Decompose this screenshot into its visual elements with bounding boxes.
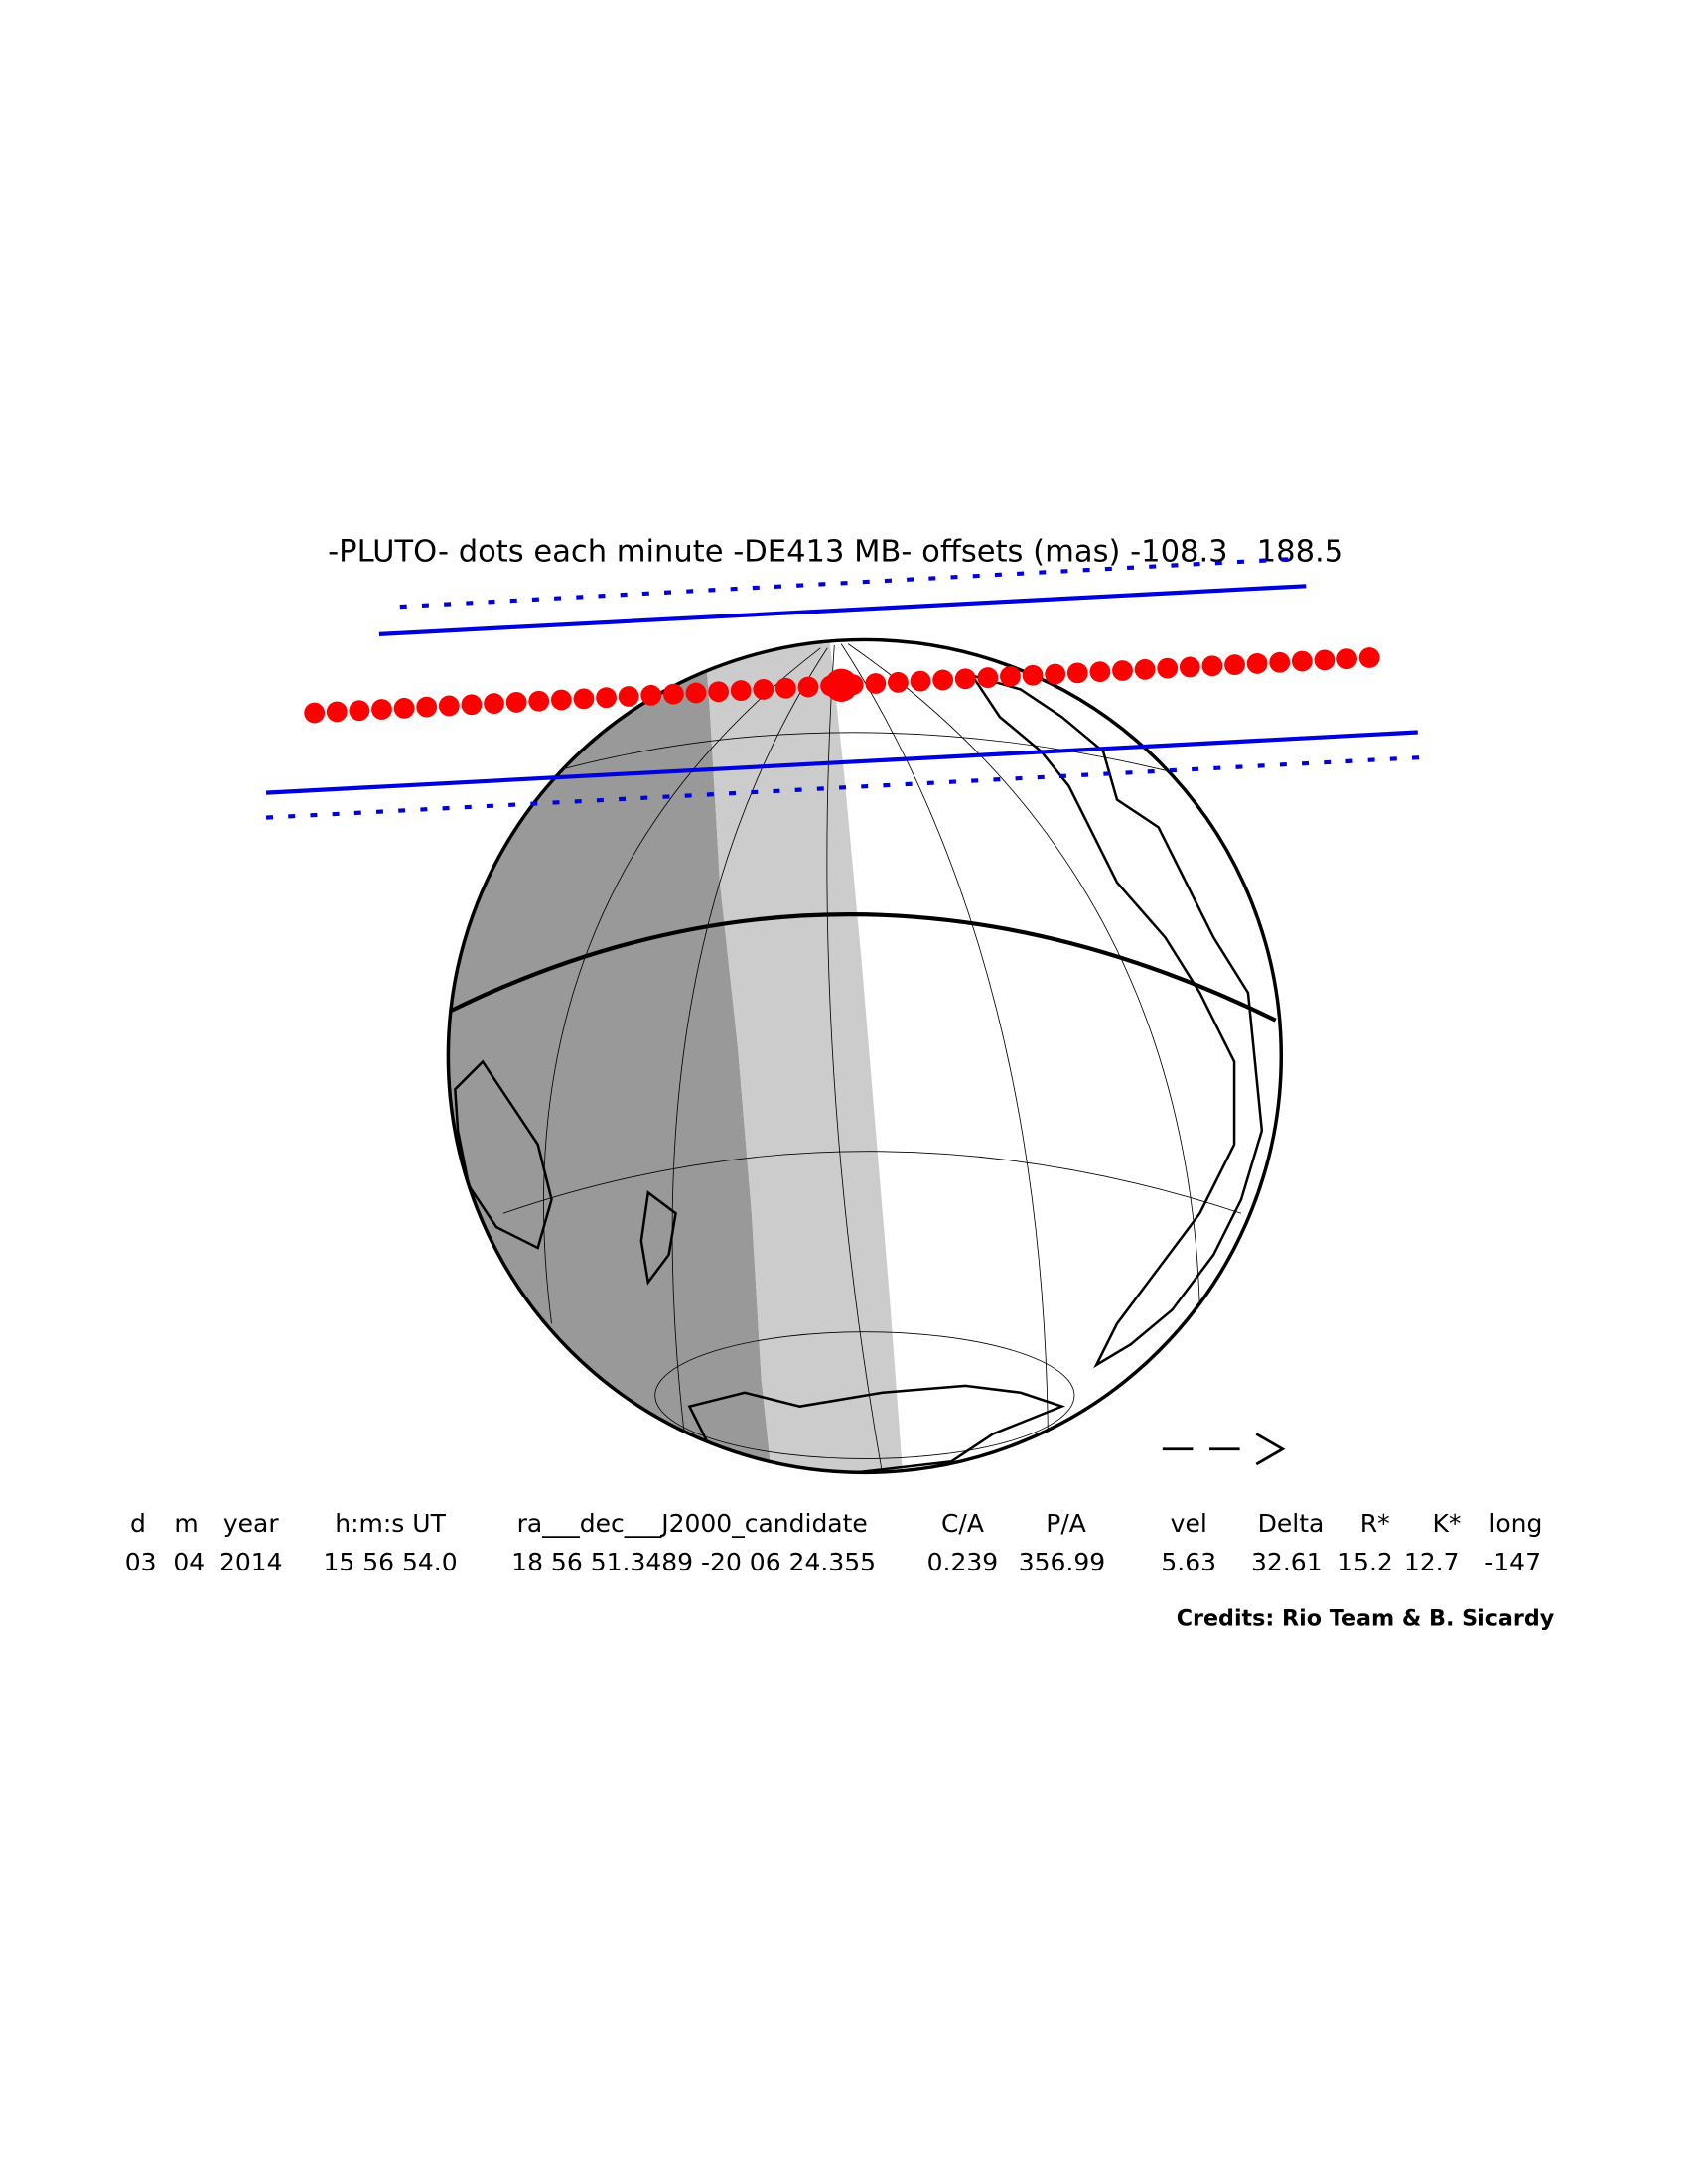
event-table: d m year h:m:s UT ra___dec___J2000_candidate… <box>125 1509 1543 1576</box>
table-cell: 03 <box>125 1548 157 1576</box>
meridian <box>847 643 1201 1379</box>
minute-dot <box>618 686 639 707</box>
table-header: K* <box>1432 1509 1461 1538</box>
coastline <box>687 1384 1066 1473</box>
minute-dot <box>910 670 931 692</box>
coastline <box>454 1059 553 1250</box>
minute-dot <box>416 696 438 718</box>
shadow-limits <box>265 556 1432 820</box>
minute-dot <box>977 667 999 689</box>
minute-dot <box>461 694 483 716</box>
direction-arrow <box>1162 1433 1286 1466</box>
minute-dot <box>1000 665 1021 687</box>
minute-dot <box>304 702 326 724</box>
table-cell: 15 56 54.0 <box>323 1548 457 1576</box>
twilight-region <box>703 639 904 1473</box>
table-cell: -147 <box>1484 1548 1541 1576</box>
table-cell: 18 56 51.3489 -20 06 24.355 <box>511 1548 876 1576</box>
table-header: h:m:s UT <box>335 1509 446 1538</box>
shadow-limit <box>378 584 1307 636</box>
error-limit <box>399 556 1304 610</box>
minute-dot <box>1045 663 1066 685</box>
minute-dot <box>505 692 527 713</box>
minute-dot <box>797 676 819 698</box>
minute-dot <box>1291 650 1313 672</box>
minute-dot <box>1201 655 1223 677</box>
minute-dot <box>662 683 684 705</box>
shadow-limit <box>265 730 1418 795</box>
table-cell: 15.2 <box>1337 1548 1393 1576</box>
equator <box>450 912 1277 1023</box>
table-cell: 356.99 <box>1019 1548 1105 1576</box>
table-header: P/A <box>1046 1509 1086 1538</box>
minute-dot <box>1134 658 1156 680</box>
minute-dot <box>573 688 595 710</box>
table-header: year <box>223 1509 279 1538</box>
meridian <box>543 647 821 1324</box>
minute-dot <box>528 690 550 712</box>
minute-dot <box>685 682 707 704</box>
latitude-line <box>551 732 1200 780</box>
minute-dot <box>1179 656 1200 678</box>
minute-dot <box>484 693 504 715</box>
minute-dot <box>550 689 572 711</box>
minute-dot <box>888 671 909 693</box>
arrow-head <box>1255 1433 1286 1466</box>
minute-dot <box>349 700 370 722</box>
minute-dot <box>438 695 460 717</box>
minute-dot <box>1246 652 1268 674</box>
minute-dot <box>1314 649 1336 671</box>
table-cell: 5.63 <box>1161 1548 1216 1576</box>
minute-dot <box>393 697 415 719</box>
minute-dot <box>954 668 976 690</box>
minute-dot <box>865 673 887 694</box>
table-header: d <box>130 1509 146 1538</box>
minute-dot <box>1157 657 1179 679</box>
meridian <box>840 643 1049 1462</box>
minute-dot <box>1224 654 1245 676</box>
minute-dot <box>1089 661 1111 683</box>
minute-dot <box>1022 664 1044 686</box>
minute-dot <box>753 678 774 700</box>
meridian <box>671 647 828 1473</box>
minute-dot <box>730 680 752 702</box>
coastline <box>639 1190 677 1286</box>
centerline-dots <box>304 647 1380 724</box>
globe-outline <box>446 637 1284 1475</box>
table-cell: 32.61 <box>1251 1548 1323 1576</box>
minute-dot <box>708 681 729 703</box>
map-title: -PLUTO- dots each minute -DE413 MB- offs… <box>328 534 1343 569</box>
table-cell: 2014 <box>219 1548 283 1576</box>
globe <box>446 637 1284 1475</box>
table-header: vel <box>1171 1509 1207 1538</box>
table-header: long <box>1488 1509 1542 1538</box>
latitude-line <box>502 1151 1242 1214</box>
minute-dot <box>371 699 392 720</box>
table-header: Delta <box>1258 1509 1325 1538</box>
minute-dot <box>1112 660 1133 681</box>
minute-dot <box>326 701 348 723</box>
coastline <box>969 673 1264 1369</box>
minute-dot <box>932 669 954 691</box>
table-header: C/A <box>941 1509 984 1538</box>
closest-approach-dot <box>824 668 858 702</box>
table-cell: 0.239 <box>927 1548 999 1576</box>
minute-dot <box>1358 647 1380 668</box>
minute-dot <box>1269 651 1291 673</box>
table-cell: 04 <box>173 1548 205 1576</box>
minute-dot <box>640 684 662 706</box>
table-header: R* <box>1360 1509 1390 1538</box>
error-limit <box>265 754 1432 820</box>
minute-dot <box>774 677 796 699</box>
minute-dot <box>1066 662 1088 684</box>
minute-dot <box>1336 648 1357 670</box>
table-header: m <box>174 1509 198 1538</box>
credits: Credits: Rio Team & B. Sicardy <box>1177 1606 1555 1632</box>
table-header: ra___dec___J2000_candidate <box>517 1509 868 1538</box>
latitude-line <box>654 1331 1075 1459</box>
minute-dot <box>596 687 617 709</box>
table-cell: 12.7 <box>1404 1548 1460 1576</box>
